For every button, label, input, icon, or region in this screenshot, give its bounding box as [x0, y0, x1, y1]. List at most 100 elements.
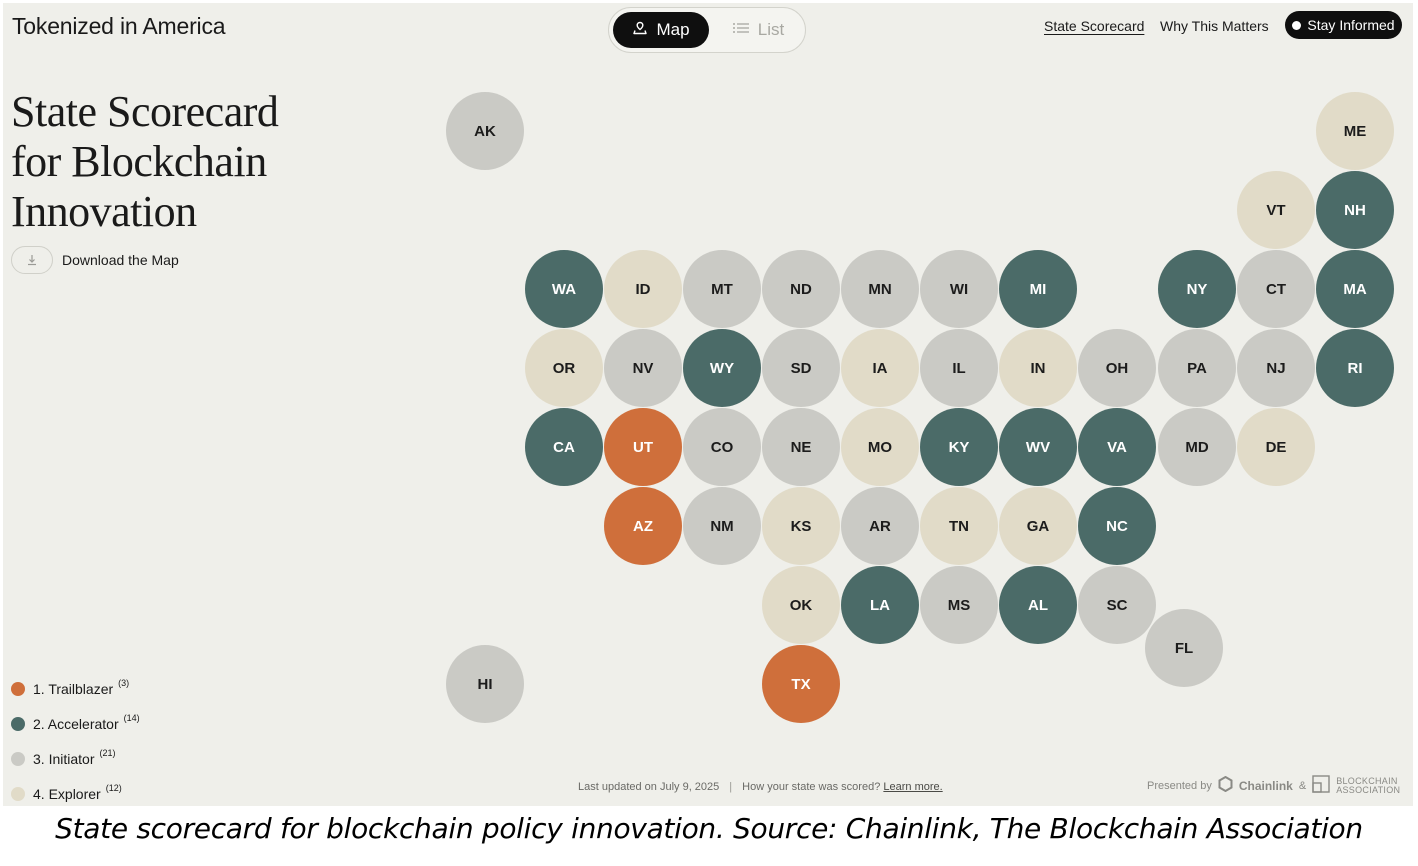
divider: |	[729, 781, 733, 793]
state-ct[interactable]: CT	[1237, 250, 1315, 328]
legend-swatch	[11, 716, 25, 731]
state-ut[interactable]: UT	[604, 408, 682, 486]
state-va[interactable]: VA	[1078, 408, 1156, 486]
map-view-label: Map	[656, 20, 690, 39]
map-view-button[interactable]: Map	[613, 12, 709, 48]
state-ca[interactable]: CA	[525, 408, 603, 486]
legend-count: (12)	[105, 782, 122, 793]
download-map-label: Download the Map	[62, 252, 179, 268]
state-wa[interactable]: WA	[525, 250, 603, 328]
state-ok[interactable]: OK	[762, 566, 840, 644]
chainlink-hexagon-icon	[1218, 775, 1233, 795]
state-oh[interactable]: OH	[1078, 329, 1156, 407]
ampersand: &	[1298, 779, 1307, 792]
learn-more-link[interactable]: Learn more.	[883, 781, 943, 793]
state-ia[interactable]: IA	[841, 329, 919, 407]
state-tx[interactable]: TX	[762, 645, 840, 723]
state-ar[interactable]: AR	[841, 487, 919, 565]
state-in[interactable]: IN	[999, 329, 1077, 407]
state-hi[interactable]: HI	[446, 645, 524, 723]
state-mn[interactable]: MN	[841, 250, 919, 328]
state-ms[interactable]: MS	[920, 566, 998, 644]
state-il[interactable]: IL	[920, 329, 998, 407]
legend: 1. Trailblazer (3) 2. Accelerator (14) 3…	[11, 671, 140, 806]
state-mo[interactable]: MO	[841, 408, 919, 486]
state-nc[interactable]: NC	[1078, 487, 1156, 565]
state-al[interactable]: AL	[999, 566, 1077, 644]
title-line-2: for Blockchain	[11, 137, 267, 186]
blockchain-association-logo[interactable]: BLOCKCHAIN ASSOCIATION	[1336, 775, 1400, 795]
state-md[interactable]: MD	[1158, 408, 1236, 486]
state-fl[interactable]: FL	[1145, 609, 1223, 687]
legend-item-trailblazer: 1. Trailblazer (3)	[11, 671, 140, 706]
list-view-button[interactable]: List	[713, 12, 803, 48]
state-ne[interactable]: NE	[762, 408, 840, 486]
download-icon	[11, 246, 53, 274]
state-sd[interactable]: SD	[762, 329, 840, 407]
chainlink-logo[interactable]: Chainlink	[1238, 778, 1293, 793]
scored-question: How your state was scored? Learn more.	[742, 781, 943, 793]
page-title: State Scorecard for Blockchain Innovatio…	[11, 87, 311, 237]
legend-label: 2. Accelerator	[33, 715, 119, 732]
state-vt[interactable]: VT	[1237, 171, 1315, 249]
download-map-button[interactable]: Download the Map	[11, 246, 179, 274]
state-nj[interactable]: NJ	[1237, 329, 1315, 407]
state-mi[interactable]: MI	[999, 250, 1077, 328]
figure-caption: State scorecard for blockchain policy in…	[55, 812, 1363, 845]
legend-swatch	[11, 786, 25, 801]
last-updated-bar: Last updated on July 9, 2025 | How your …	[578, 781, 943, 793]
state-nh[interactable]: NH	[1316, 171, 1394, 249]
scored-question-text: How your state was scored?	[742, 781, 881, 793]
state-ga[interactable]: GA	[999, 487, 1077, 565]
legend-count: (21)	[99, 747, 116, 758]
list-icon	[732, 20, 750, 40]
legend-item-accelerator: 2. Accelerator (14)	[11, 706, 140, 741]
state-nv[interactable]: NV	[604, 329, 682, 407]
state-or[interactable]: OR	[525, 329, 603, 407]
state-nd[interactable]: ND	[762, 250, 840, 328]
presented-by: Presented by Chainlink & BLOCKCHAIN ASSO…	[1147, 775, 1400, 796]
state-ny[interactable]: NY	[1158, 250, 1236, 328]
state-pa[interactable]: PA	[1158, 329, 1236, 407]
map-pin-icon	[632, 20, 648, 41]
state-la[interactable]: LA	[841, 566, 919, 644]
stay-informed-button[interactable]: Stay Informed	[1285, 11, 1402, 39]
last-updated-text: Last updated on July 9, 2025	[578, 781, 720, 793]
state-mt[interactable]: MT	[683, 250, 761, 328]
title-line-3: Innovation	[11, 187, 197, 236]
state-co[interactable]: CO	[683, 408, 761, 486]
state-sc[interactable]: SC	[1078, 566, 1156, 644]
nav-why-this-matters[interactable]: Why This Matters	[1160, 18, 1269, 34]
legend-count: (14)	[123, 712, 140, 723]
list-view-label: List	[757, 20, 785, 39]
state-de[interactable]: DE	[1237, 408, 1315, 486]
state-ma[interactable]: MA	[1316, 250, 1394, 328]
app-frame: Tokenized in America Map List State Sco	[3, 3, 1413, 806]
state-id[interactable]: ID	[604, 250, 682, 328]
state-wi[interactable]: WI	[920, 250, 998, 328]
legend-count: (3)	[118, 677, 130, 688]
legend-label: 4. Explorer	[33, 785, 101, 802]
state-tn[interactable]: TN	[920, 487, 998, 565]
state-nm[interactable]: NM	[683, 487, 761, 565]
title-line-1: State Scorecard	[11, 87, 279, 136]
brand-logo[interactable]: Tokenized in America	[12, 13, 226, 39]
nav-state-scorecard[interactable]: State Scorecard	[1044, 18, 1145, 34]
legend-item-initiator: 3. Initiator (21)	[11, 741, 140, 776]
legend-label: 1. Trailblazer	[33, 680, 114, 697]
state-me[interactable]: ME	[1316, 92, 1394, 170]
state-ky[interactable]: KY	[920, 408, 998, 486]
state-wv[interactable]: WV	[999, 408, 1077, 486]
state-az[interactable]: AZ	[604, 487, 682, 565]
state-ri[interactable]: RI	[1316, 329, 1394, 407]
stay-informed-label: Stay Informed	[1307, 17, 1395, 33]
ba-line-1: BLOCKCHAIN	[1336, 775, 1398, 786]
legend-label: 3. Initiator	[33, 750, 95, 767]
dot-icon	[1292, 20, 1302, 30]
state-ks[interactable]: KS	[762, 487, 840, 565]
state-wy[interactable]: WY	[683, 329, 761, 407]
view-toggle: Map List	[608, 7, 806, 53]
state-ak[interactable]: AK	[446, 92, 524, 170]
legend-swatch	[11, 751, 25, 766]
blockchain-association-icon	[1312, 775, 1330, 796]
